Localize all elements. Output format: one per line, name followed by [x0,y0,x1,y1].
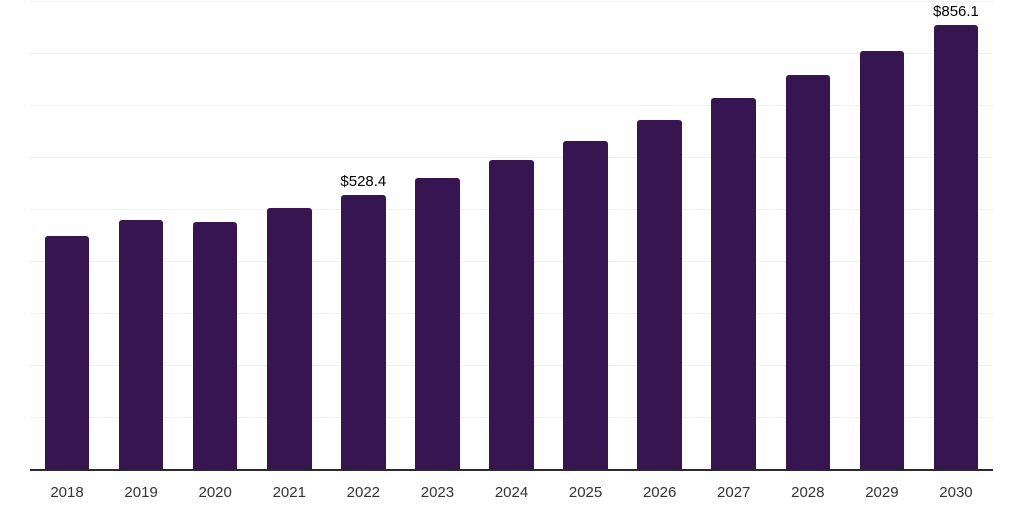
x-tick-2029: 2029 [865,484,899,501]
bar-2027 [711,98,756,470]
x-tick-2024: 2024 [494,484,529,501]
gridline-900 [30,1,993,2]
bar-2025 [563,140,608,470]
x-tick-2027: 2027 [717,484,751,501]
gridline-700 [30,105,993,106]
bar-2029 [859,50,905,470]
bar-2020 [192,222,238,470]
x-tick-2022: 2022 [346,484,381,501]
x-tick-2028: 2028 [791,484,825,501]
bar-2026 [637,120,682,470]
x-tick-2030: 2030 [939,484,973,501]
plot-area: $528.4 $856.1 [30,1,993,471]
data-label-2022: $528.4 [340,173,387,191]
bar-2018 [44,236,90,470]
bar-2023 [415,178,460,470]
data-label-2030: $856.1 [933,2,979,20]
bar-2030 [933,24,979,470]
bar-2028 [785,75,831,470]
gridline-600 [30,157,993,158]
x-tick-2021: 2021 [272,484,306,501]
x-axis-line [30,469,993,471]
x-tick-2020: 2020 [198,484,232,501]
bar-2022 [341,195,386,470]
x-tick-2023: 2023 [420,484,455,501]
bar-2019 [118,220,164,470]
bar-2024 [489,159,534,470]
x-tick-2025: 2025 [568,484,603,501]
gridline-800 [30,53,993,54]
x-tick-2026: 2026 [642,484,677,501]
x-axis-tick-labels: 2018 2019 2020 2021 2022 2023 2024 2025 2026 2027… [30,484,993,504]
bar-2021 [267,208,312,470]
x-tick-2018: 2018 [50,484,84,501]
x-tick-2019: 2019 [124,484,158,501]
